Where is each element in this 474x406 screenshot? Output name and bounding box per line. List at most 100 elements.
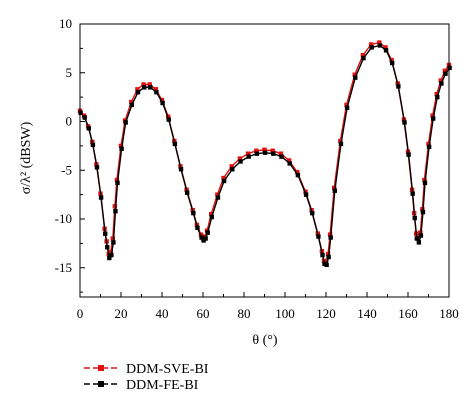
data-point [229,164,234,169]
data-point [98,195,104,200]
data-point [420,207,425,212]
data-point [215,192,220,197]
legend-label: DDM-SVE-BI [126,362,209,377]
data-point [110,236,115,241]
data-point [332,185,337,190]
data-point [412,215,417,221]
data-point [402,120,407,125]
data-point [115,180,120,186]
data-point [422,177,427,183]
data-point [270,148,275,153]
data-point [135,90,141,95]
y-tick-label: -5 [61,162,72,177]
data-point [108,249,113,255]
data-point [377,43,383,48]
data-point [383,45,388,50]
data-point [352,72,357,77]
plot-lines [77,40,452,268]
legend-item: DDM-FE-BI [84,378,199,393]
data-point [118,143,124,149]
data-point [154,90,159,95]
data-point [344,105,350,111]
data-point [246,154,251,159]
data-point [426,144,432,150]
data-point [148,85,153,90]
data-point [422,180,428,186]
data-point [205,230,210,235]
data-point [439,81,444,86]
legend-label: DDM-FE-BI [126,378,199,393]
data-point [295,172,301,178]
data-point [389,57,394,63]
data-point [316,234,321,239]
data-point [112,204,118,209]
data-point [254,151,260,156]
data-point [383,48,389,53]
data-point [287,161,292,166]
data-point [262,147,267,152]
data-point [426,141,431,147]
data-point [324,262,329,268]
data-point [172,141,178,147]
data-point [78,110,83,115]
data-point [153,87,159,92]
data-point [435,94,440,100]
data-point [320,252,325,258]
y-tick-label: -15 [55,260,72,275]
data-point [129,99,134,105]
data-point [237,156,243,161]
data-point [434,92,439,97]
x-tick-label: 40 [156,306,169,321]
x-tick-label: 20 [115,306,128,321]
data-point [141,82,146,87]
data-point [135,87,140,92]
data-point [410,191,415,196]
data-point [209,214,214,220]
legend-marker [98,365,104,371]
data-point [420,209,426,215]
data-point [418,233,424,238]
data-point [160,100,165,106]
data-point [103,231,108,236]
data-point [295,170,300,175]
data-point [438,78,443,83]
x-tick-label: 100 [275,306,295,321]
data-point [361,55,366,61]
data-point [94,165,100,170]
data-point [332,188,337,193]
data-point [328,235,333,240]
data-point [442,68,448,73]
data-point [310,210,315,216]
data-point [114,177,120,183]
data-point [209,211,214,217]
x-tick-label: 180 [439,306,459,321]
data-point [254,148,259,153]
data-point [326,254,331,260]
data-point [113,209,118,214]
data-point [86,126,91,131]
data-point [129,102,135,108]
data-point [338,138,343,144]
data-point [230,167,235,172]
series-line [80,44,451,266]
data-point [286,158,292,163]
data-point [406,152,411,157]
data-point [199,235,204,240]
y-axis-title: σ/λ² (dBSW) [19,121,34,194]
data-point [447,65,452,71]
data-point [418,230,423,235]
y-axis: 10 5 0 -5 -10 -15 [55,16,85,293]
data-point [390,60,395,66]
data-point [109,252,114,258]
x-axis: 0 20 40 60 80 100 120 140 160 180 [77,292,459,321]
series-ddm-fe-bi [78,43,452,268]
data-point [111,240,116,245]
data-point [416,240,422,245]
data-point [368,42,374,47]
x-axis-title: θ (°) [252,333,277,348]
x-tick-label: 80 [238,306,251,321]
data-point [105,245,110,250]
data-point [141,85,147,90]
data-point [90,142,96,148]
data-point [119,146,124,151]
